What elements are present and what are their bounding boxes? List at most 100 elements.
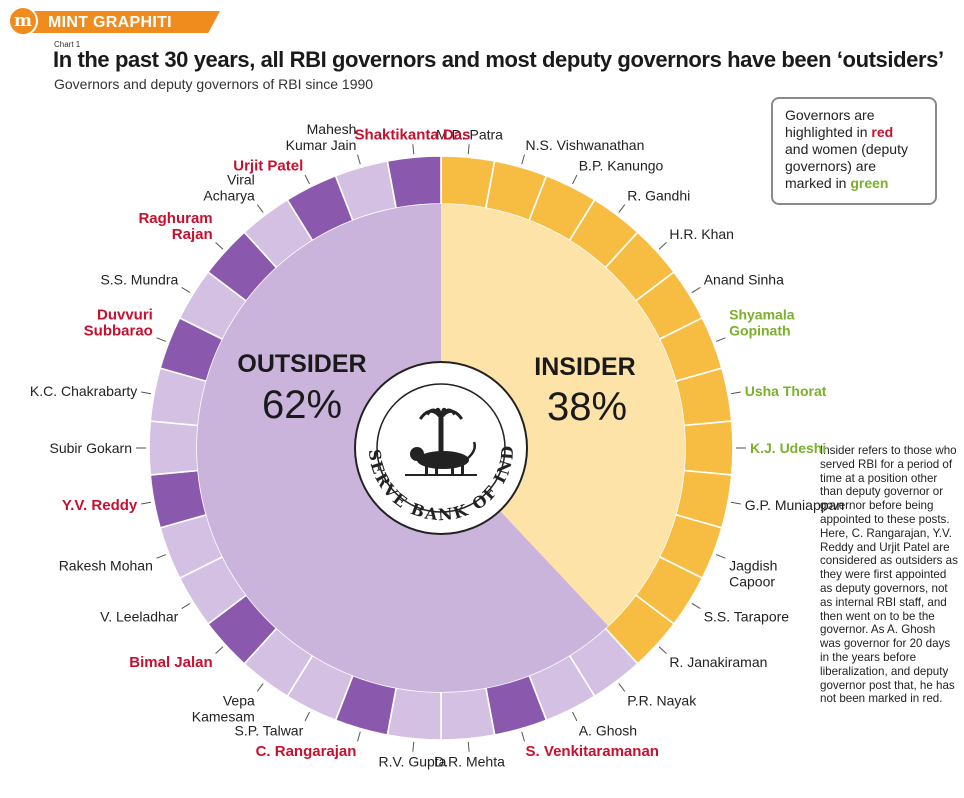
seal-palm-frond	[439, 409, 464, 420]
category-labels: OUTSIDER 62% INSIDER 38%	[237, 350, 635, 429]
person-label: Anand Sinha	[704, 271, 784, 287]
person-label: K.J. Udeshi	[750, 440, 826, 456]
leader-line	[467, 741, 470, 752]
chart-number: Chart 1	[54, 40, 81, 49]
leader-line	[256, 683, 264, 692]
seal-tiger-leg	[461, 464, 464, 474]
leader-line	[412, 144, 415, 155]
leader-line	[141, 501, 152, 505]
leader-line	[658, 242, 667, 250]
legend-box: Governors are highlighted in red and wom…	[771, 97, 937, 205]
person-label: Usha Thorat	[745, 383, 827, 399]
category-percent-insider: 38%	[547, 385, 627, 429]
leader-line	[730, 391, 741, 395]
ring-segments	[148, 155, 734, 741]
person-label: S.S. Tarapore	[704, 609, 790, 625]
person-label: R. Gandhi	[627, 187, 690, 203]
brand: m MINT GRAPHITI	[8, 6, 220, 36]
person-label: G.P. Muniappan	[745, 497, 844, 513]
ring-segment	[440, 686, 496, 741]
person-label: D.R. Mehta	[434, 754, 505, 770]
leader-line	[412, 741, 415, 752]
person-label: N.S. Vishwanathan	[526, 137, 645, 153]
leader-line	[156, 554, 167, 559]
legend-line: and women (deputy	[785, 141, 908, 157]
person-label: S. Venkitaramanan	[526, 743, 659, 760]
leader-line	[357, 731, 361, 742]
person-label: C. Rangarajan	[256, 743, 357, 760]
ring-segment	[386, 155, 442, 210]
person-label: Raghuram Rajan	[138, 210, 212, 243]
brand-name: MINT GRAPHITI	[48, 14, 172, 31]
person-label: S.P. Talwar	[235, 723, 304, 739]
leader-line	[181, 602, 191, 609]
category-percent-outsider: 62%	[262, 383, 342, 427]
person-label: Vepa Kamesam	[192, 693, 255, 725]
person-label: P.R. Nayak	[627, 693, 697, 709]
person-label: Bimal Jalan	[129, 654, 212, 671]
leader-line	[215, 242, 224, 250]
leader-line	[715, 337, 726, 342]
seal-tiger-body	[417, 451, 469, 469]
category-name-insider: INSIDER	[534, 353, 635, 381]
person-label: B.P. Kanungo	[579, 157, 664, 173]
person-label: Mahesh Kumar Jain	[286, 121, 357, 153]
leader-line	[572, 711, 578, 722]
leader-line	[658, 646, 667, 654]
person-label: S.S. Mundra	[100, 271, 178, 287]
seal-tiger-head	[410, 447, 424, 461]
person-label: Rakesh Mohan	[59, 558, 153, 574]
leader-line	[357, 154, 361, 165]
leader-line	[691, 602, 701, 609]
leader-line	[618, 683, 626, 692]
leader-line	[304, 711, 310, 722]
ring-segment	[148, 420, 199, 476]
person-label: Duvvuri Subbarao	[84, 306, 153, 339]
legend-green-word: green	[850, 175, 889, 191]
person-labels: M.D. Patra N.S. Vishwanathan B.P. Kanungo R…	[30, 121, 844, 770]
leader-line	[691, 287, 701, 294]
person-label: Urjit Patel	[233, 157, 303, 174]
person-label: Viral Acharya	[203, 171, 255, 203]
leader-line	[521, 154, 525, 165]
leader-line	[467, 144, 470, 155]
chart-title: In the past 30 years, all RBI governors …	[53, 47, 944, 72]
seal-tiger-tail	[467, 441, 476, 459]
seal-inner-ring	[376, 383, 506, 513]
person-label: H.R. Khan	[669, 226, 734, 242]
seal-palm-trunk	[438, 418, 444, 452]
person-label: R. Janakiraman	[669, 654, 767, 670]
person-label: K.C. Chakrabarty	[30, 383, 137, 399]
seal-tiger-leg	[425, 464, 428, 474]
leader-line	[215, 646, 224, 654]
legend-line: governors) are	[785, 158, 877, 174]
person-label: Y.V. Reddy	[62, 497, 138, 514]
legend-line: marked in green	[785, 175, 889, 191]
leader-line	[572, 174, 578, 185]
person-label: Jagdish Capoor	[729, 558, 777, 590]
leader-line	[730, 501, 741, 505]
chart-subtitle: Governors and deputy governors of RBI si…	[54, 76, 374, 92]
person-label: Shaktikanta Das	[355, 126, 471, 143]
legend-red-word: red	[871, 124, 894, 140]
leader-line	[715, 554, 726, 559]
leader-line	[141, 391, 152, 395]
leader-line	[181, 287, 191, 294]
leader-line	[156, 337, 167, 342]
brand-bar	[24, 11, 220, 33]
ring-segment	[683, 420, 734, 476]
footnote: Insider refers to those who served RBI f…	[820, 444, 958, 706]
seal-tiger-leg	[435, 464, 438, 474]
person-label: R.V. Gupta	[378, 754, 446, 770]
person-label: Subir Gokarn	[50, 440, 132, 456]
leader-line	[521, 731, 525, 742]
insider-slice	[441, 204, 685, 626]
leader-line	[304, 174, 310, 185]
leader-line	[256, 204, 264, 213]
person-label: V. Leeladhar	[100, 609, 178, 625]
legend-line: highlighted in red	[785, 124, 894, 140]
person-label: M.D. Patra	[436, 126, 503, 142]
mint-logo-icon: m	[8, 6, 38, 36]
category-name-outsider: OUTSIDER	[237, 350, 366, 378]
